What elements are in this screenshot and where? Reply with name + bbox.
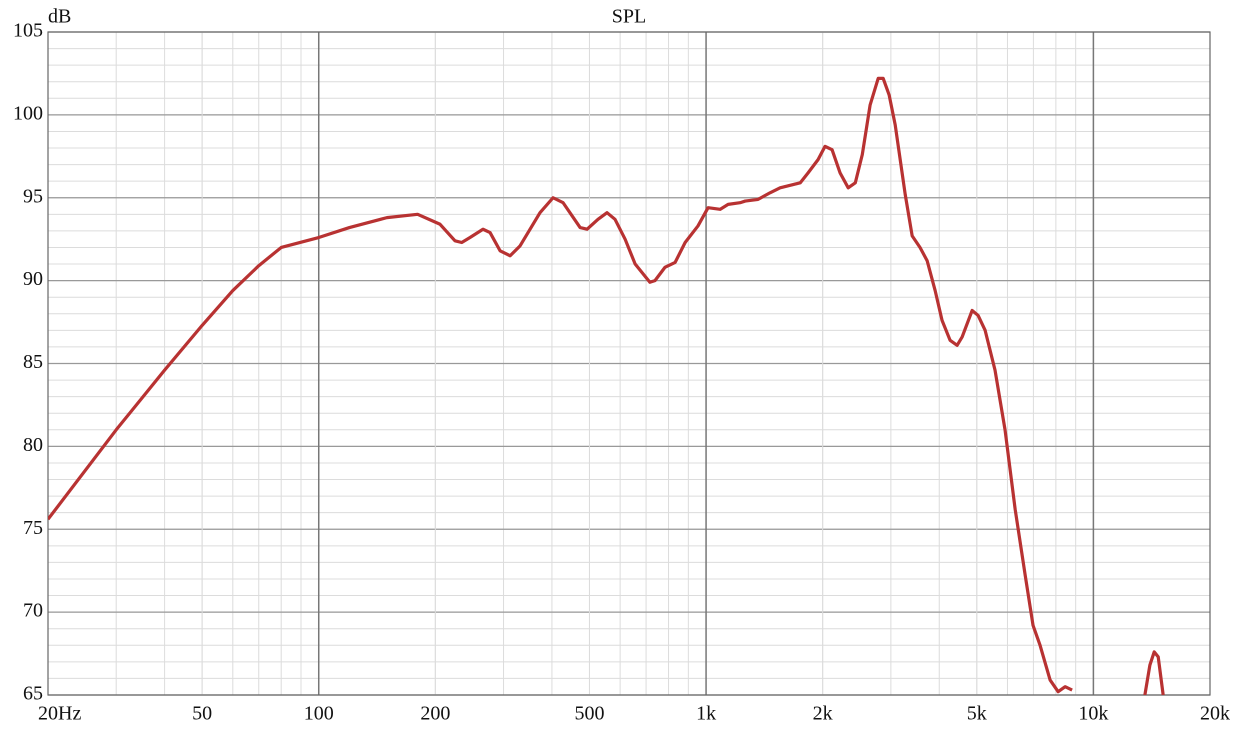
x-tick-label: 20Hz bbox=[38, 703, 81, 725]
y-tick-label: 85 bbox=[23, 351, 43, 373]
y-axis-label: dB bbox=[48, 6, 71, 28]
x-tick-label: 2k bbox=[813, 703, 833, 725]
x-tick-label: 20k bbox=[1200, 703, 1230, 725]
x-tick-label: 1k bbox=[696, 703, 716, 725]
spl-line bbox=[48, 76, 1165, 695]
y-tick-label: 80 bbox=[23, 434, 43, 456]
x-tick-label: 500 bbox=[574, 703, 604, 725]
x-tick-label: 5k bbox=[967, 703, 987, 725]
y-tick-label: 95 bbox=[23, 185, 43, 207]
plot-border bbox=[47, 31, 1211, 696]
x-tick-label: 100 bbox=[304, 703, 334, 725]
x-tick-label: 200 bbox=[420, 703, 450, 725]
y-tick-label: 70 bbox=[23, 600, 43, 622]
y-tick-label: 105 bbox=[13, 20, 43, 42]
y-tick-label: 75 bbox=[23, 517, 43, 539]
x-tick-label: 50 bbox=[192, 703, 212, 725]
x-tick-label: 10k bbox=[1078, 703, 1108, 725]
chart-title: SPL bbox=[612, 6, 646, 28]
y-tick-label: 100 bbox=[13, 102, 43, 124]
y-tick-label: 90 bbox=[23, 268, 43, 290]
y-tick-label: 65 bbox=[23, 683, 43, 705]
